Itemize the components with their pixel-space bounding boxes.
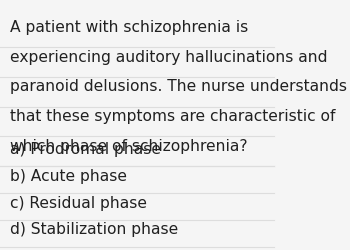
Text: that these symptoms are characteristic of: that these symptoms are characteristic o…	[10, 108, 336, 124]
Text: d) Stabilization phase: d) Stabilization phase	[10, 222, 178, 236]
Text: paranoid delusions. The nurse understands: paranoid delusions. The nurse understand…	[10, 79, 348, 94]
Text: a) Prodromal phase: a) Prodromal phase	[10, 141, 161, 156]
Text: A patient with schizophrenia is: A patient with schizophrenia is	[10, 20, 248, 35]
Text: experiencing auditory hallucinations and: experiencing auditory hallucinations and	[10, 50, 328, 64]
Text: b) Acute phase: b) Acute phase	[10, 168, 127, 183]
Text: c) Residual phase: c) Residual phase	[10, 195, 147, 210]
Text: which phase of schizophrenia?: which phase of schizophrenia?	[10, 138, 248, 153]
